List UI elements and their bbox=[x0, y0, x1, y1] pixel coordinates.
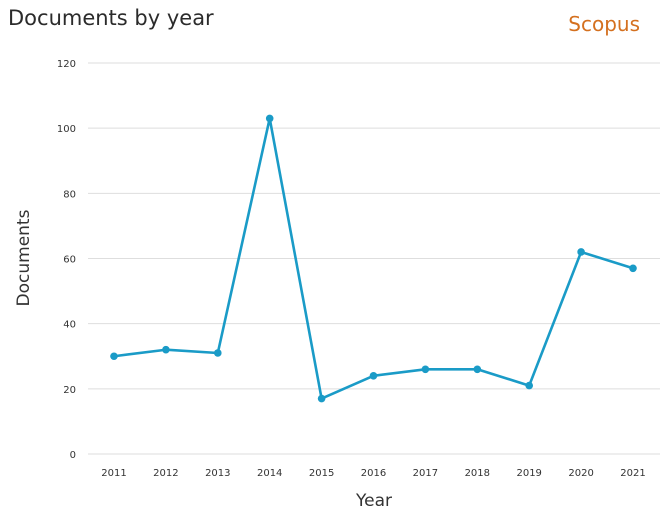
y-tick-label: 0 bbox=[70, 450, 76, 461]
x-tick-label: 2014 bbox=[257, 468, 282, 479]
scopus-logo-text: Scopus bbox=[568, 12, 640, 36]
y-tick-label: 120 bbox=[57, 59, 76, 70]
y-tick-labels: 0 20 40 60 80 100 120 bbox=[57, 59, 76, 461]
y-tick-label: 100 bbox=[57, 124, 76, 135]
x-tick-label: 2013 bbox=[205, 468, 230, 479]
data-point[interactable] bbox=[369, 372, 378, 380]
data-point[interactable] bbox=[162, 345, 170, 354]
x-tick-label: 2015 bbox=[309, 468, 334, 479]
x-tick-label: 2021 bbox=[620, 468, 645, 479]
x-tick-label: 2020 bbox=[568, 468, 593, 479]
x-tick-label: 2019 bbox=[516, 468, 541, 479]
y-tick-label: 20 bbox=[63, 385, 76, 396]
x-tick-label: 2012 bbox=[153, 468, 178, 479]
data-point[interactable] bbox=[629, 264, 637, 273]
data-point[interactable] bbox=[110, 352, 118, 361]
series-documents bbox=[110, 114, 637, 403]
chart-title: Documents by year bbox=[8, 6, 214, 30]
x-tick-label: 2018 bbox=[465, 468, 490, 479]
x-tick-label: 2011 bbox=[101, 468, 126, 479]
x-tick-labels: 2011 2012 2013 2014 2015 2016 2017 2018 2019 2020… bbox=[101, 468, 645, 479]
x-tick-label: 2017 bbox=[413, 468, 438, 479]
y-tick-label: 60 bbox=[63, 255, 76, 266]
data-point[interactable] bbox=[214, 349, 222, 357]
data-point[interactable] bbox=[421, 365, 430, 374]
data-point[interactable] bbox=[577, 248, 585, 256]
x-tick-label: 2016 bbox=[361, 468, 386, 479]
data-point[interactable] bbox=[525, 381, 533, 390]
y-tick-label: 40 bbox=[63, 320, 76, 331]
x-axis-label: Year bbox=[355, 491, 392, 511]
data-point[interactable] bbox=[473, 365, 482, 374]
data-point[interactable] bbox=[317, 394, 326, 403]
y-tick-label: 80 bbox=[63, 189, 76, 200]
grid-lines bbox=[88, 62, 660, 455]
y-axis-label: Documents bbox=[14, 209, 34, 306]
data-point[interactable] bbox=[265, 114, 274, 123]
